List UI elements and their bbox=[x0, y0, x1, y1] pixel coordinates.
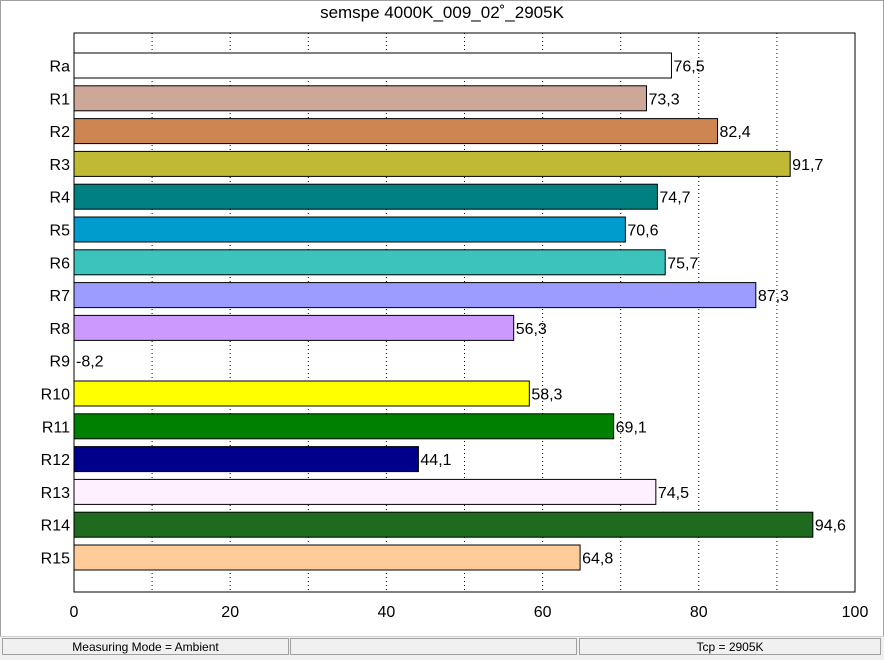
category-label: R13 bbox=[41, 485, 70, 502]
category-label: R10 bbox=[41, 387, 70, 404]
bar bbox=[73, 413, 615, 440]
category-label: R3 bbox=[50, 157, 71, 174]
category-label: R2 bbox=[50, 124, 71, 141]
bar bbox=[73, 511, 814, 538]
status-cell-2 bbox=[290, 638, 577, 655]
category-label: R12 bbox=[41, 452, 70, 469]
category-label: R15 bbox=[41, 551, 70, 568]
status-bar: Measuring Mode = Ambient Tcp = 2905K bbox=[0, 636, 884, 660]
category-label: R11 bbox=[42, 419, 70, 436]
bar bbox=[73, 282, 757, 309]
category-label: Ra bbox=[50, 59, 71, 76]
category-label: R5 bbox=[50, 223, 71, 240]
value-label: 75,7 bbox=[667, 255, 698, 272]
value-label: 76,5 bbox=[673, 59, 704, 76]
value-label: 87,3 bbox=[758, 288, 789, 305]
bar bbox=[73, 85, 647, 112]
category-label: R6 bbox=[50, 255, 71, 272]
bar-chart: 0 20 40 60 80 100 Ra 76,5 R1 73,3 R2 82,4 R3 91,7 R4 74… bbox=[41, 32, 869, 621]
category-label: R1 bbox=[50, 91, 71, 108]
value-label: 70,6 bbox=[627, 223, 658, 240]
value-label: 64,8 bbox=[582, 551, 613, 568]
plot-area bbox=[73, 32, 856, 593]
category-label: R14 bbox=[41, 518, 70, 535]
value-label: 44,1 bbox=[420, 452, 451, 469]
category-label: R4 bbox=[50, 190, 71, 207]
chart-title: semspe 4000K_009_02˚_2905K bbox=[320, 3, 564, 22]
bar bbox=[73, 216, 626, 243]
value-label: 82,4 bbox=[720, 124, 751, 141]
bar bbox=[73, 118, 719, 145]
x-tick-label: 80 bbox=[690, 604, 708, 621]
x-tick-label: 60 bbox=[534, 604, 552, 621]
x-tick-label: 0 bbox=[70, 604, 79, 621]
category-label: R7 bbox=[50, 288, 71, 305]
value-label: 73,3 bbox=[648, 91, 679, 108]
bar bbox=[73, 478, 657, 505]
status-tcp: Tcp = 2905K bbox=[579, 638, 881, 655]
x-tick-label: 100 bbox=[842, 604, 869, 621]
value-label: 69,1 bbox=[616, 419, 647, 436]
bar bbox=[73, 446, 419, 473]
bar bbox=[73, 183, 658, 210]
value-label: 56,3 bbox=[516, 321, 547, 338]
category-label: R9 bbox=[50, 354, 71, 371]
category-label: R8 bbox=[50, 321, 71, 338]
value-label: 74,5 bbox=[658, 485, 689, 502]
x-tick-label: 20 bbox=[221, 604, 239, 621]
bar bbox=[73, 249, 666, 276]
value-label: -8,2 bbox=[76, 354, 104, 371]
value-label: 74,7 bbox=[659, 190, 690, 207]
status-measuring-mode: Measuring Mode = Ambient bbox=[2, 638, 289, 655]
bar bbox=[73, 314, 515, 341]
bar bbox=[73, 380, 530, 407]
bar bbox=[73, 544, 581, 571]
value-label: 91,7 bbox=[792, 157, 823, 174]
bar bbox=[73, 52, 672, 79]
status-cell-3 bbox=[578, 638, 579, 655]
value-label: 94,6 bbox=[815, 518, 846, 535]
bar bbox=[73, 150, 791, 177]
value-label: 58,3 bbox=[531, 387, 562, 404]
x-tick-label: 40 bbox=[378, 604, 396, 621]
